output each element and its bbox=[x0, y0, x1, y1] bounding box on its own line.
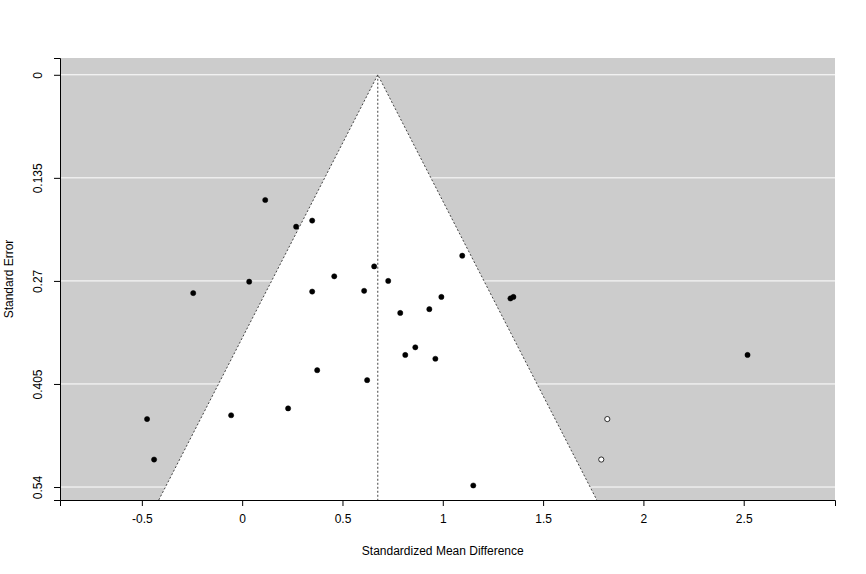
study-point bbox=[439, 294, 444, 299]
study-point bbox=[599, 457, 604, 462]
study-point bbox=[413, 345, 418, 350]
x-tick-label: 2 bbox=[641, 512, 648, 526]
study-point bbox=[403, 352, 408, 357]
study-point bbox=[511, 294, 516, 299]
study-point bbox=[263, 197, 268, 202]
y-tick-label: 0.54 bbox=[31, 476, 45, 500]
x-tick: 1.5 bbox=[535, 500, 552, 526]
y-tick: 0.54 bbox=[31, 476, 60, 500]
y-tick-mark bbox=[54, 384, 60, 385]
background bbox=[60, 58, 835, 500]
y-tick: 0.135 bbox=[31, 163, 60, 193]
chart: -0.5 0 0.5 1 1.5 2 2.5 0 0.135 0.27 0.405 0.54 Stand… bbox=[0, 0, 866, 574]
study-point bbox=[386, 278, 391, 283]
y-tick: 0.405 bbox=[31, 369, 60, 399]
x-tick-mark bbox=[242, 500, 243, 506]
y-tick-label: 0.135 bbox=[31, 163, 45, 193]
study-point bbox=[332, 274, 337, 279]
y-tick-label: 0.405 bbox=[31, 369, 45, 399]
study-point bbox=[229, 413, 234, 418]
y-axis-line bbox=[54, 59, 61, 501]
y-tick-label: 0 bbox=[31, 72, 45, 79]
funnel-edge bbox=[159, 75, 597, 500]
x-tick: 2.5 bbox=[736, 500, 753, 526]
x-tick: 1 bbox=[440, 500, 447, 526]
funnel-region bbox=[159, 75, 597, 500]
study-point bbox=[310, 218, 315, 223]
x-tick: 2 bbox=[641, 500, 648, 526]
x-tick-label: 2.5 bbox=[736, 512, 753, 526]
study-point bbox=[191, 291, 196, 296]
study-point bbox=[745, 352, 750, 357]
x-tick-label: -0.5 bbox=[132, 512, 153, 526]
study-point bbox=[372, 264, 377, 269]
study-point bbox=[427, 307, 432, 312]
y-axis: 0 0.135 0.27 0.405 0.54 bbox=[31, 59, 61, 501]
study-point bbox=[362, 288, 367, 293]
x-tick-mark bbox=[543, 500, 544, 506]
x-axis-title: Standardized Mean Difference bbox=[362, 544, 524, 558]
x-tick-label: 0 bbox=[239, 512, 246, 526]
x-axis: -0.5 0 0.5 1 1.5 2 2.5 bbox=[61, 500, 836, 526]
study-point bbox=[365, 378, 370, 383]
study-point bbox=[247, 279, 252, 284]
x-tick-mark bbox=[744, 500, 745, 506]
y-tick-label: 0.27 bbox=[31, 269, 45, 293]
x-tick-label: 1.5 bbox=[535, 512, 552, 526]
x-tick-label: 0.5 bbox=[335, 512, 352, 526]
x-tick-mark bbox=[142, 500, 143, 506]
study-point bbox=[315, 368, 320, 373]
study-point bbox=[151, 457, 156, 462]
x-tick-mark bbox=[643, 500, 644, 506]
x-tick: -0.5 bbox=[132, 500, 153, 526]
y-tick: 0 bbox=[31, 72, 60, 79]
grid-line bbox=[60, 74, 835, 75]
y-tick-mark bbox=[54, 281, 60, 282]
grid-line bbox=[60, 177, 835, 178]
study-point bbox=[310, 289, 315, 294]
study-point bbox=[605, 416, 610, 421]
x-tick-mark bbox=[443, 500, 444, 506]
center-line bbox=[377, 75, 378, 500]
y-tick-mark bbox=[54, 75, 60, 76]
y-tick: 0.27 bbox=[31, 269, 60, 293]
plot-area bbox=[60, 58, 835, 500]
x-tick-mark bbox=[342, 500, 343, 506]
x-axis-line bbox=[61, 501, 836, 507]
study-point bbox=[286, 406, 291, 411]
plot: -0.5 0 0.5 1 1.5 2 2.5 0 0.135 0.27 0.405 0.54 bbox=[31, 58, 836, 526]
x-tick: 0.5 bbox=[335, 500, 352, 526]
x-tick: 0 bbox=[239, 500, 246, 526]
study-point bbox=[294, 224, 299, 229]
y-axis-title: Standard Error bbox=[2, 240, 16, 319]
study-point bbox=[144, 416, 149, 421]
study-point bbox=[471, 483, 476, 488]
y-tick-mark bbox=[54, 487, 60, 488]
y-tick-mark bbox=[54, 178, 60, 179]
study-point bbox=[433, 356, 438, 361]
x-tick-label: 1 bbox=[440, 512, 447, 526]
study-point bbox=[398, 310, 403, 315]
study-point bbox=[460, 253, 465, 258]
